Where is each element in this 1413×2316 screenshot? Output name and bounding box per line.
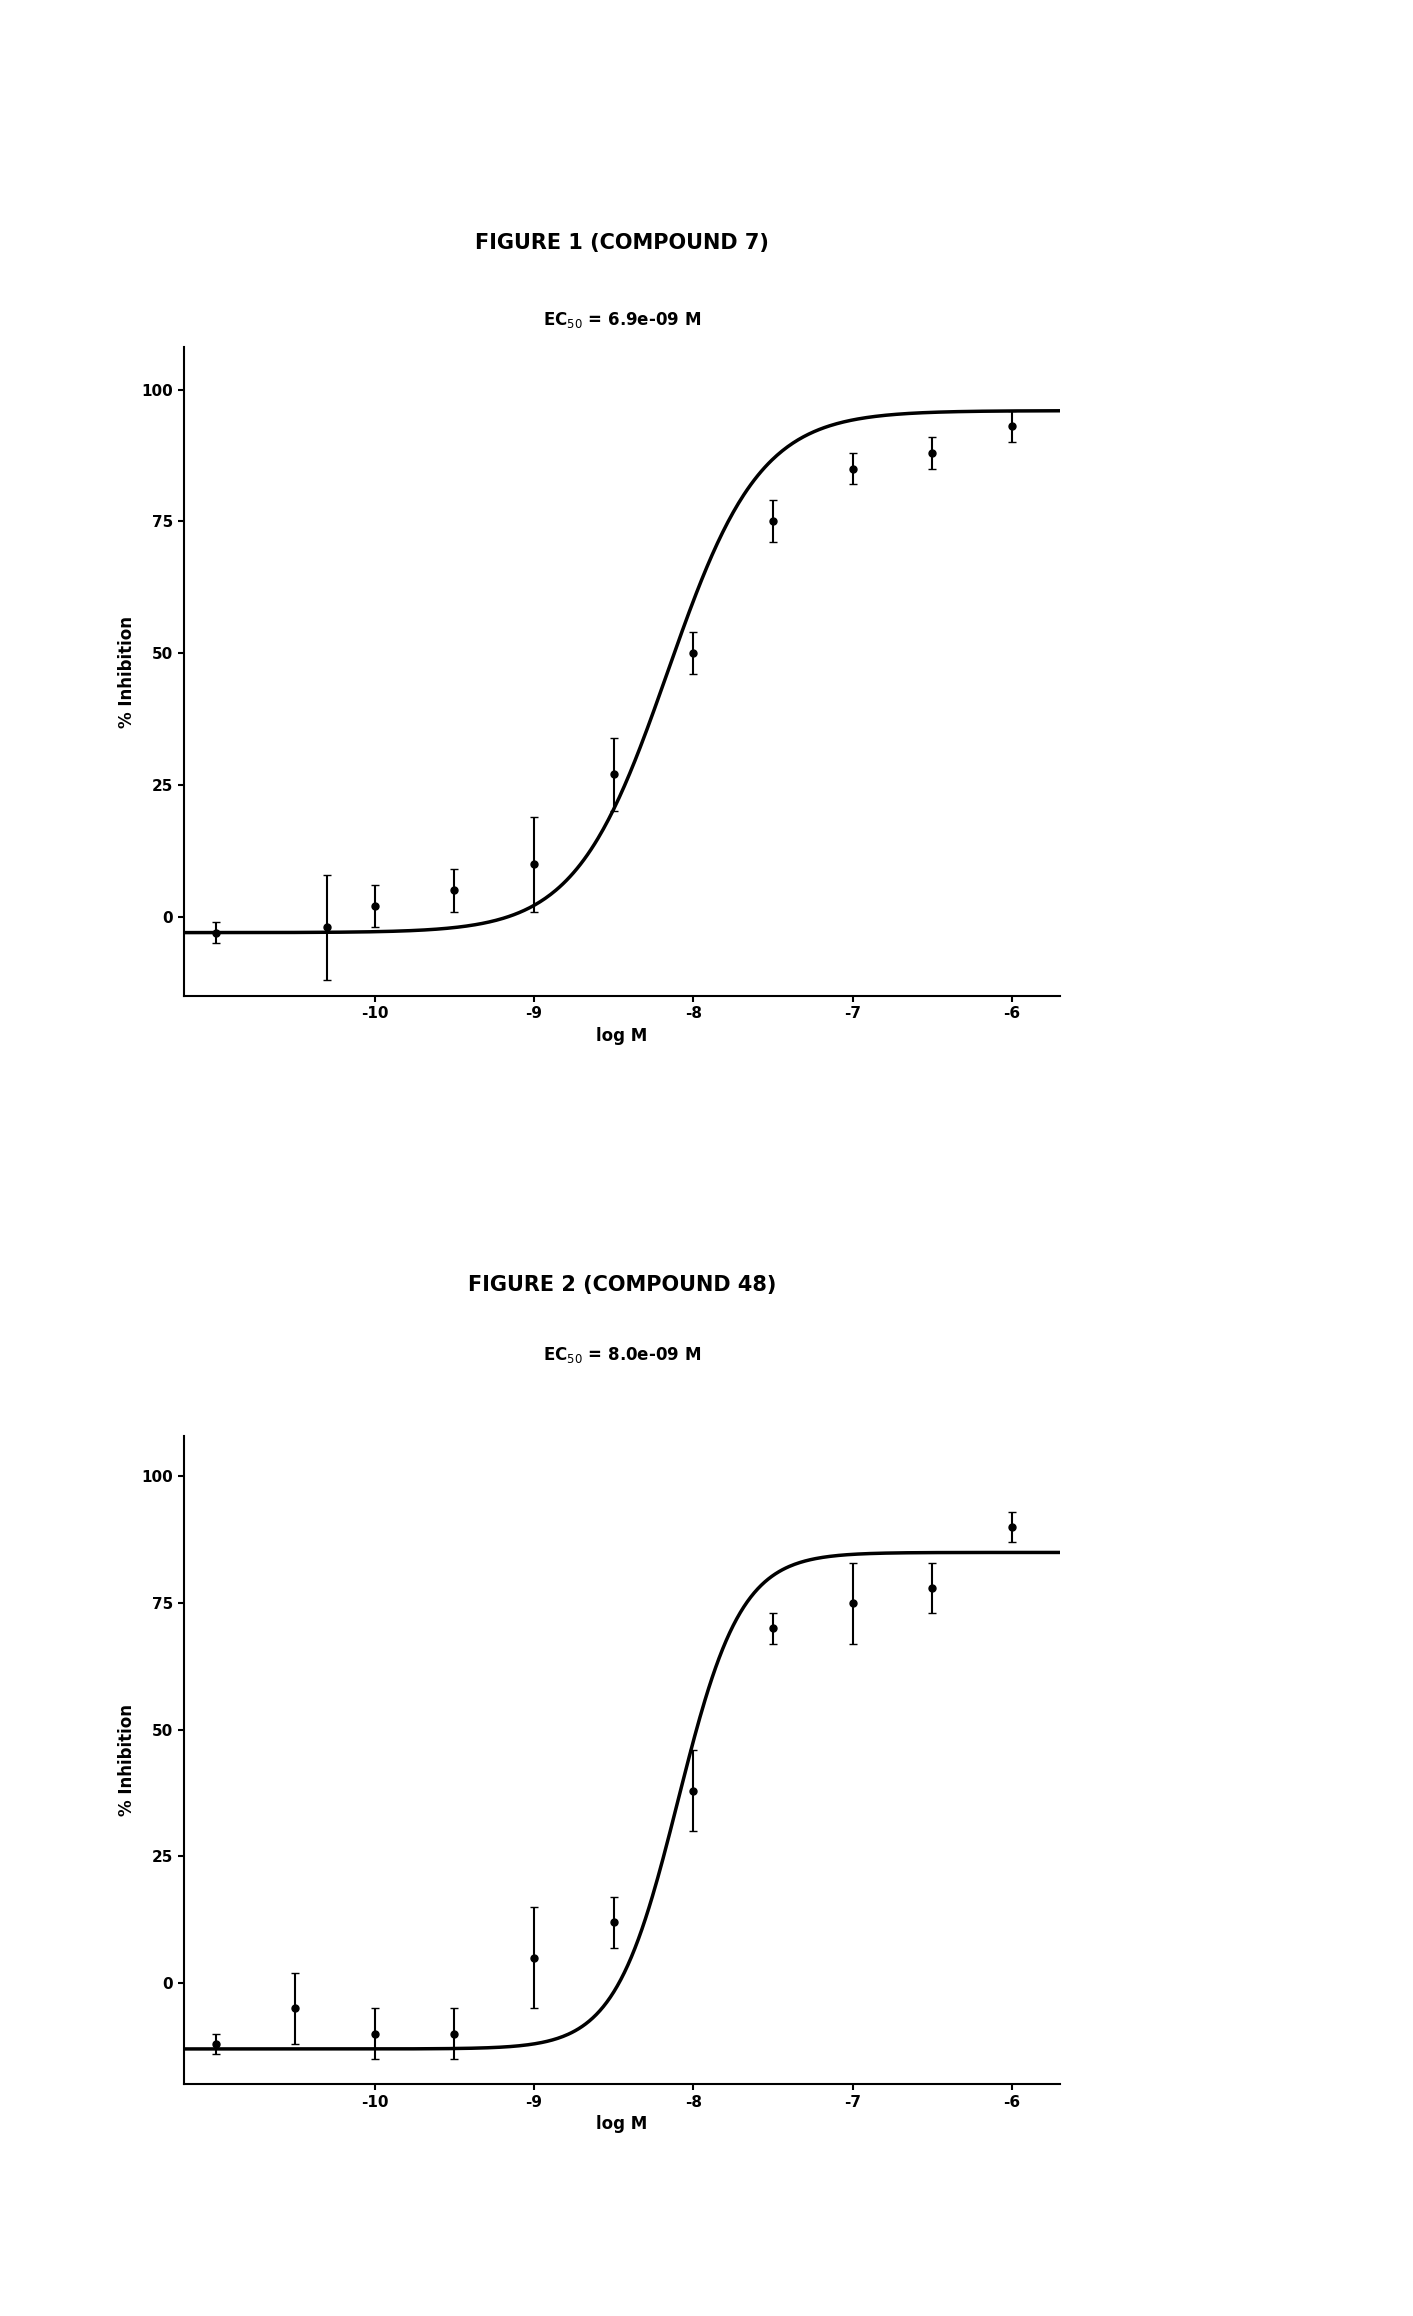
Text: EC$_{50}$ = 8.0e-09 M: EC$_{50}$ = 8.0e-09 M [543,1346,701,1364]
Y-axis label: % Inhibition: % Inhibition [117,1705,136,1816]
Text: FIGURE 1 (COMPOUND 7): FIGURE 1 (COMPOUND 7) [475,234,769,252]
Text: EC$_{50}$ = 6.9e-09 M: EC$_{50}$ = 6.9e-09 M [543,310,701,329]
Y-axis label: % Inhibition: % Inhibition [117,616,136,727]
Text: FIGURE 2 (COMPOUND 48): FIGURE 2 (COMPOUND 48) [468,1276,776,1295]
X-axis label: log M: log M [596,2115,647,2133]
X-axis label: log M: log M [596,1026,647,1045]
